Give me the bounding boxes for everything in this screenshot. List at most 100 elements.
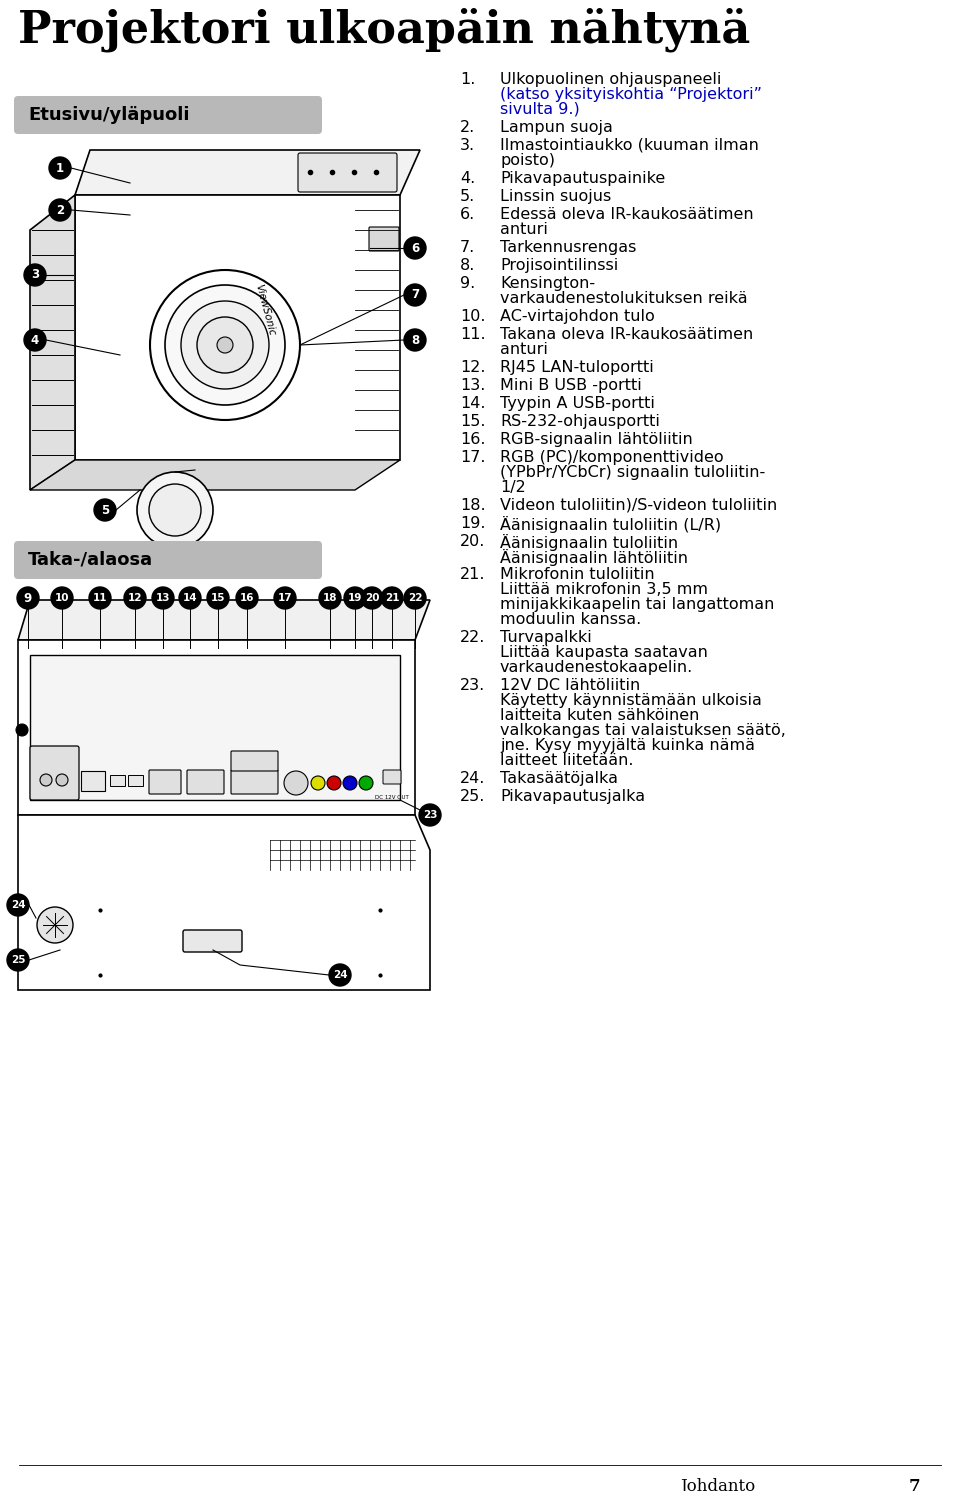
Circle shape	[329, 965, 351, 986]
FancyBboxPatch shape	[30, 655, 400, 801]
Text: 24: 24	[333, 971, 348, 980]
Text: Taka-/alaosa: Taka-/alaosa	[28, 552, 154, 570]
Text: 20: 20	[365, 593, 379, 602]
FancyBboxPatch shape	[163, 544, 187, 558]
Text: 13.: 13.	[460, 379, 486, 394]
Text: 3.: 3.	[460, 139, 475, 154]
Circle shape	[381, 587, 403, 608]
FancyBboxPatch shape	[231, 769, 278, 795]
Circle shape	[359, 775, 373, 790]
Text: Projisointilinssi: Projisointilinssi	[500, 258, 618, 273]
Text: 16: 16	[240, 593, 254, 602]
Circle shape	[419, 804, 441, 826]
Text: anturi: anturi	[500, 341, 548, 356]
Text: 14.: 14.	[460, 397, 486, 412]
Circle shape	[181, 301, 269, 389]
FancyBboxPatch shape	[149, 769, 181, 795]
Text: 19: 19	[348, 593, 362, 602]
Text: 22.: 22.	[460, 631, 486, 646]
Circle shape	[16, 725, 28, 737]
Circle shape	[24, 264, 46, 286]
Text: 3: 3	[31, 268, 39, 282]
Text: 1/2: 1/2	[500, 480, 526, 495]
Text: 17.: 17.	[460, 450, 486, 465]
Text: 11: 11	[93, 593, 108, 602]
Text: Turvapalkki: Turvapalkki	[500, 631, 591, 646]
Text: jne. Kysy myyjältä kuinka nämä: jne. Kysy myyjältä kuinka nämä	[500, 738, 755, 753]
Text: Mini B USB -portti: Mini B USB -portti	[500, 379, 641, 394]
Circle shape	[137, 473, 213, 549]
FancyBboxPatch shape	[187, 769, 224, 795]
Text: Tarkennusrengas: Tarkennusrengas	[500, 240, 636, 255]
Circle shape	[124, 587, 146, 608]
Circle shape	[327, 775, 341, 790]
Text: Liittää mikrofonin 3,5 mm: Liittää mikrofonin 3,5 mm	[500, 581, 708, 596]
Circle shape	[404, 587, 426, 608]
Circle shape	[361, 587, 383, 608]
Text: 21: 21	[385, 593, 399, 602]
Text: varkaudenestolukituksen reikä: varkaudenestolukituksen reikä	[500, 291, 748, 306]
Text: 15.: 15.	[460, 414, 486, 429]
Text: sivulta 9.): sivulta 9.)	[500, 101, 580, 116]
Circle shape	[404, 237, 426, 259]
Text: 18.: 18.	[460, 498, 486, 513]
Text: 6: 6	[411, 242, 420, 255]
Text: 17: 17	[277, 593, 292, 602]
Circle shape	[7, 948, 29, 971]
Text: laitteet liitetään.: laitteet liitetään.	[500, 753, 634, 768]
Circle shape	[236, 587, 258, 608]
Text: Käytetty käynnistämään ulkoisia: Käytetty käynnistämään ulkoisia	[500, 693, 762, 708]
Text: 24.: 24.	[460, 771, 486, 786]
Text: 22: 22	[408, 593, 422, 602]
Text: Mikrofonin tuloliitin: Mikrofonin tuloliitin	[500, 567, 655, 581]
Text: 9: 9	[24, 592, 32, 604]
Text: 10: 10	[55, 593, 69, 602]
Text: 8.: 8.	[460, 258, 475, 273]
Circle shape	[56, 774, 68, 786]
FancyBboxPatch shape	[231, 751, 278, 771]
Polygon shape	[18, 816, 430, 990]
Text: 5.: 5.	[460, 189, 475, 204]
Circle shape	[274, 587, 296, 608]
Text: 21.: 21.	[460, 567, 486, 581]
FancyBboxPatch shape	[30, 746, 79, 801]
Circle shape	[197, 318, 253, 373]
Text: Projektori ulkoapäin nähtynä: Projektori ulkoapäin nähtynä	[18, 7, 751, 52]
Circle shape	[40, 774, 52, 786]
Circle shape	[37, 907, 73, 942]
Text: valkokangas tai valaistuksen säätö,: valkokangas tai valaistuksen säätö,	[500, 723, 786, 738]
Text: Kensington-: Kensington-	[500, 276, 595, 291]
Text: 2.: 2.	[460, 119, 475, 136]
Text: 7: 7	[411, 288, 420, 301]
Circle shape	[24, 330, 46, 350]
Text: Pikavapautuspainike: Pikavapautuspainike	[500, 171, 665, 186]
Polygon shape	[30, 461, 400, 491]
FancyBboxPatch shape	[369, 227, 399, 250]
Circle shape	[149, 485, 201, 535]
FancyBboxPatch shape	[128, 774, 142, 786]
Text: 7.: 7.	[460, 240, 475, 255]
Text: 13: 13	[156, 593, 170, 602]
Text: Johdanto: Johdanto	[680, 1478, 756, 1491]
Circle shape	[217, 337, 233, 353]
Circle shape	[343, 775, 357, 790]
Polygon shape	[18, 599, 430, 640]
FancyBboxPatch shape	[14, 541, 322, 579]
Text: 1.: 1.	[460, 72, 475, 86]
Text: Pikavapautusjalka: Pikavapautusjalka	[500, 789, 645, 804]
Text: 11.: 11.	[460, 327, 486, 341]
Text: varkaudenestokaapelin.: varkaudenestokaapelin.	[500, 661, 693, 675]
Text: 2: 2	[56, 203, 64, 216]
Text: 12.: 12.	[460, 359, 486, 376]
Text: 25.: 25.	[460, 789, 486, 804]
Text: Tyypin A USB-portti: Tyypin A USB-portti	[500, 397, 655, 412]
Text: 20.: 20.	[460, 534, 486, 549]
Text: 4: 4	[31, 334, 39, 346]
Text: 8: 8	[411, 334, 420, 346]
Text: poisto): poisto)	[500, 154, 555, 168]
Text: RS-232-ohjausportti: RS-232-ohjausportti	[500, 414, 660, 429]
Circle shape	[165, 285, 285, 406]
Circle shape	[207, 587, 229, 608]
Text: Takasäätöjalka: Takasäätöjalka	[500, 771, 618, 786]
Text: 12: 12	[128, 593, 142, 602]
